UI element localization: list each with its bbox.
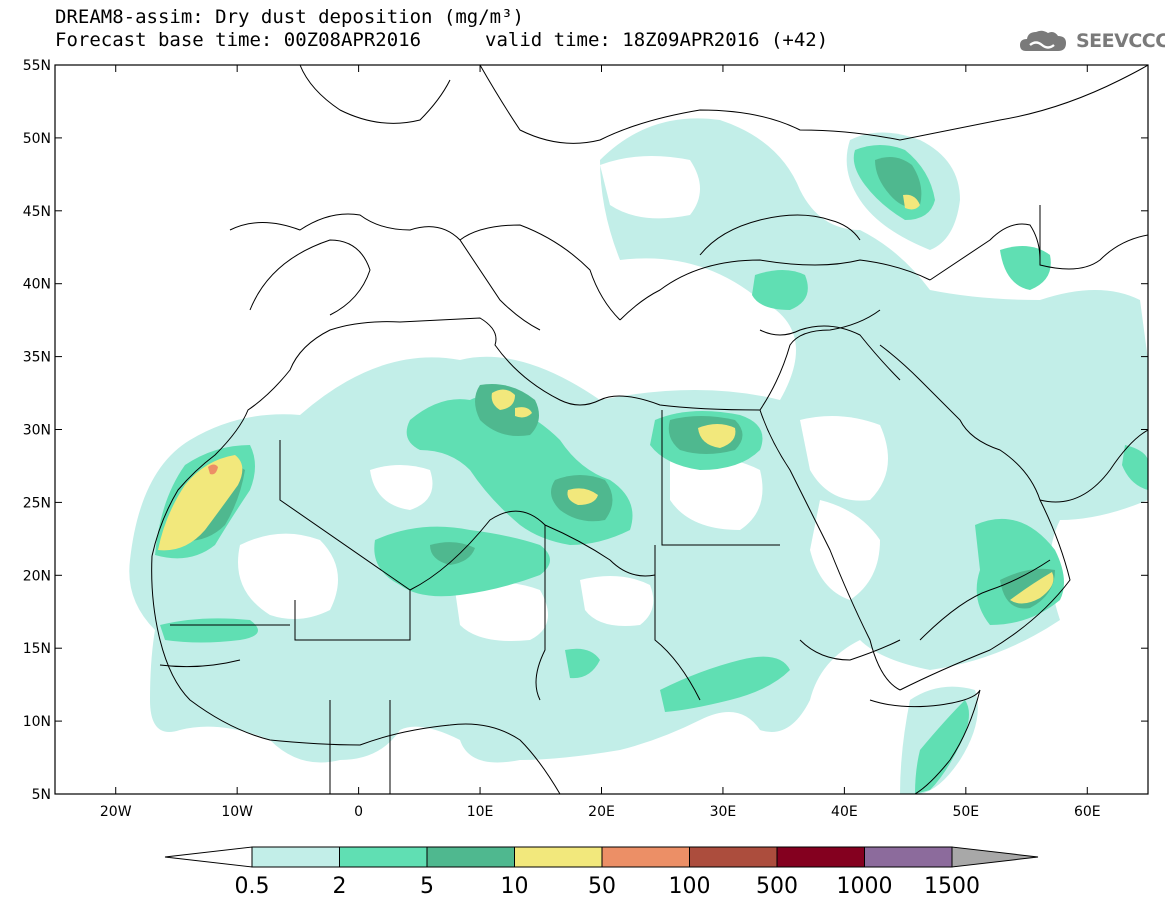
lon-tick-label: 0	[354, 804, 363, 820]
colorbar-label: 10	[501, 874, 529, 899]
contour-10-50	[158, 194, 1054, 604]
coastlines-borders	[151, 65, 1148, 794]
colorbar-label: 1500	[924, 874, 980, 899]
forecast-times: Forecast base time: 00Z08APR2016 valid ti…	[55, 29, 828, 51]
lon-tick-label: 10W	[221, 804, 253, 820]
lat-tick-label: 15N	[23, 641, 51, 657]
lat-tick-label: 40N	[23, 277, 51, 293]
colorbar-swatch	[601, 846, 690, 868]
lat-tick-label: 10N	[23, 714, 51, 730]
lon-tick-label: 40E	[831, 804, 858, 820]
lon-tick-label: 50E	[952, 804, 979, 820]
colorbar-label: 50	[588, 874, 616, 899]
latitude-axis: 55N 50N 45N 40N 35N 30N 25N 20N 15N 10N 5N	[23, 58, 1148, 803]
colorbar-swatch	[514, 846, 603, 868]
cloud-logo-icon	[1020, 30, 1066, 51]
lon-tick-label: 20E	[588, 804, 615, 820]
colorbar-label: 5	[420, 874, 434, 899]
colorbar-swatch	[426, 846, 515, 868]
base-time: Forecast base time: 00Z08APR2016	[55, 29, 422, 51]
colorbar-swatch	[339, 846, 428, 868]
longitude-axis: 20W 10W 0 10E 20E 30E 40E 50E 60E	[100, 65, 1101, 820]
logo-text: SEEVCCC	[1076, 30, 1165, 52]
lat-tick-label: 5N	[32, 787, 51, 803]
lon-tick-label: 20W	[100, 804, 132, 820]
lon-tick-label: 60E	[1074, 804, 1101, 820]
colorbar-swatch	[776, 846, 865, 868]
valid-time: valid time: 18Z09APR2016 (+42)	[485, 29, 829, 51]
colorbar-label: 2	[333, 874, 347, 899]
lon-tick-label: 30E	[710, 804, 737, 820]
lat-tick-label: 55N	[23, 58, 51, 74]
colorbar-swatch	[689, 846, 778, 868]
lon-tick-label: 10E	[467, 804, 494, 820]
clear-areas	[238, 156, 888, 641]
colorbar-under-arrow	[164, 846, 253, 868]
contour-50-100	[208, 464, 218, 475]
lat-tick-label: 35N	[23, 350, 51, 366]
colorbar-swatch	[864, 846, 953, 868]
colorbar-label: 500	[756, 874, 798, 899]
colorbar-label: 0.5	[235, 874, 270, 899]
contour-0-5	[129, 118, 1148, 794]
colorbar-over-arrow	[951, 846, 1039, 868]
lat-tick-label: 30N	[23, 423, 51, 439]
lat-tick-label: 25N	[23, 495, 51, 511]
lat-tick-label: 20N	[23, 568, 51, 584]
dust-field	[129, 65, 1148, 794]
colorbar-swatch	[251, 846, 340, 868]
lat-tick-label: 50N	[23, 131, 51, 147]
map-title: DREAM8-assim: Dry dust deposition (mg/m³…	[55, 6, 524, 28]
colorbar-label: 1000	[837, 874, 893, 899]
colorbar-label: 100	[669, 874, 711, 899]
lat-tick-label: 45N	[23, 204, 51, 220]
colorbar: 0.5 2 5 10 50 100 500 1000 1500	[164, 846, 1039, 899]
